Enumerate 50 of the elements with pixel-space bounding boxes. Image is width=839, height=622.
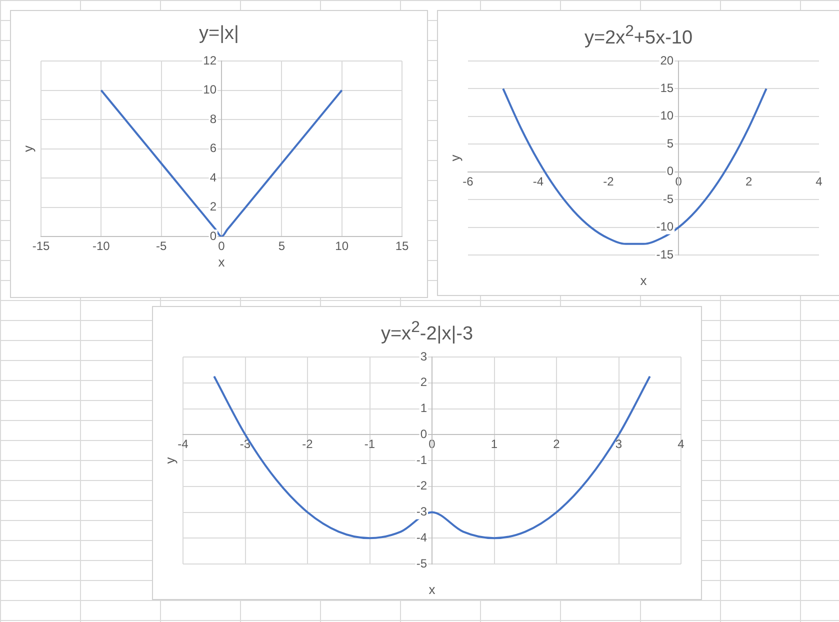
x-tick-label: -15 bbox=[32, 239, 50, 254]
x-tick-label: -4 bbox=[178, 437, 189, 452]
y-tick-label: 1 bbox=[420, 401, 428, 416]
chart-title: y=|x| bbox=[198, 23, 240, 45]
y-axis-title: y bbox=[162, 456, 178, 464]
x-tick-label: 2 bbox=[745, 174, 752, 188]
x-axis-title: x bbox=[640, 273, 648, 288]
y-tick-label: -4 bbox=[416, 530, 428, 544]
x-tick-label: -1 bbox=[364, 437, 376, 452]
x-tick-label: -4 bbox=[532, 174, 544, 188]
y-tick-label: 15 bbox=[660, 81, 674, 96]
chart-title: y=x$^{2}$-2|x|-3 bbox=[380, 319, 474, 346]
chart-title: y=2x$^{2}$+5x-10 bbox=[583, 23, 694, 50]
y-tick-label: 0 bbox=[666, 164, 674, 178]
x-tick-label: -2 bbox=[603, 174, 614, 188]
x-tick-label: 5 bbox=[278, 239, 286, 254]
y-tick-label: 10 bbox=[660, 108, 674, 123]
x-tick-label: 2 bbox=[553, 437, 560, 452]
y-tick-label: 2 bbox=[210, 200, 217, 214]
x-tick-label: -6 bbox=[462, 174, 474, 188]
x-tick-label: 1 bbox=[490, 437, 498, 452]
x-tick-label: -2 bbox=[302, 437, 314, 452]
y-tick-label: 0 bbox=[420, 426, 428, 441]
x-tick-label: 10 bbox=[335, 239, 349, 254]
x-tick-label: 3 bbox=[615, 437, 622, 452]
y-tick-label: 5 bbox=[666, 136, 674, 150]
y-tick-label: -1 bbox=[416, 452, 428, 467]
x-axis-title: x bbox=[428, 582, 436, 598]
y-axis-title: y bbox=[20, 145, 36, 152]
y-tick-label: -2 bbox=[416, 478, 428, 493]
x-tick-label: 15 bbox=[395, 239, 409, 254]
line-series bbox=[213, 375, 651, 540]
y-tick-label: 10 bbox=[203, 82, 217, 97]
x-tick-label: 4 bbox=[678, 437, 685, 452]
y-tick-label: -10 bbox=[656, 220, 674, 234]
y-tick-label: -3 bbox=[416, 504, 428, 519]
y-tick-label: 12 bbox=[203, 53, 217, 68]
x-axis-title: x bbox=[218, 254, 226, 270]
y-tick-label: 20 bbox=[660, 53, 674, 68]
y-axis-title: y bbox=[448, 154, 463, 162]
y-tick-label: 0 bbox=[210, 228, 217, 243]
x-tick-label: 4 bbox=[816, 174, 823, 188]
y-tick-label: 3 bbox=[420, 349, 428, 364]
y-tick-label: 2 bbox=[420, 375, 428, 390]
y-tick-label: -5 bbox=[416, 556, 428, 570]
x-tick-label: -10 bbox=[92, 239, 110, 254]
y-tick-label: -5 bbox=[662, 192, 674, 206]
x-tick-label: -5 bbox=[156, 239, 167, 254]
y-tick-label: 8 bbox=[210, 112, 217, 126]
y-tick-label: 6 bbox=[210, 141, 217, 156]
